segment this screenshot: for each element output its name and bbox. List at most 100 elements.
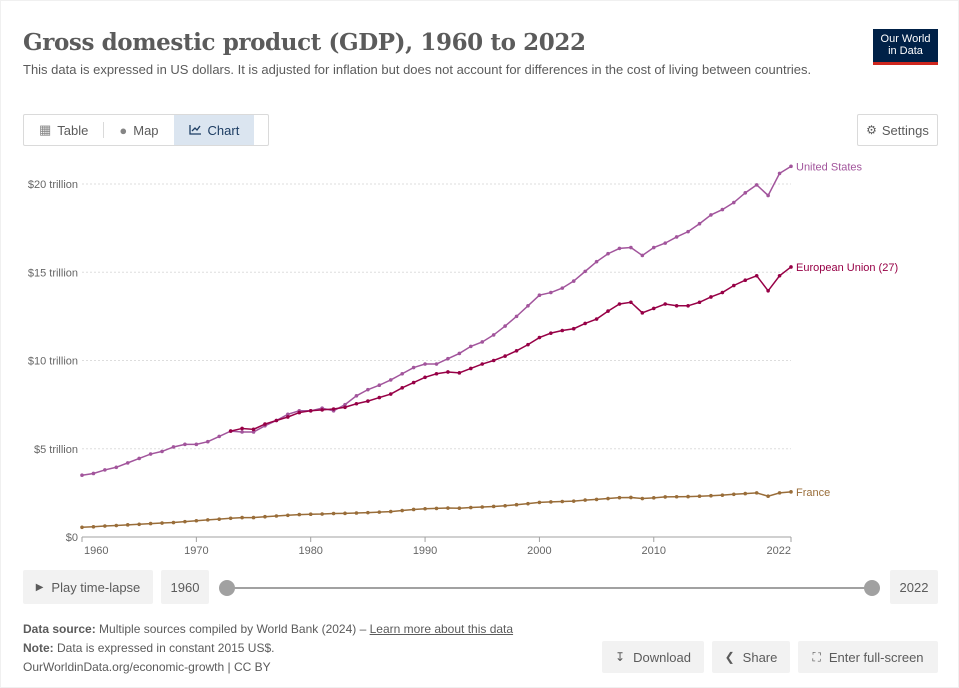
data-point-france [663, 495, 668, 499]
data-point-united-states [148, 452, 153, 456]
x-tick-label: 2010 [642, 545, 666, 557]
data-point-united-states [205, 439, 210, 444]
data-point-european-union-27 [697, 300, 702, 305]
tab-divider [103, 122, 105, 138]
data-point-france [400, 508, 404, 513]
data-point-european-union-27 [617, 302, 622, 306]
data-point-france [411, 507, 416, 512]
data-point-european-union-27 [434, 371, 439, 376]
data-point-european-union-27 [491, 358, 496, 363]
timeline-start-handle[interactable] [219, 580, 235, 596]
play-timelapse-button[interactable]: ▶ Play time-lapse [23, 570, 153, 604]
data-point-united-states [434, 362, 439, 366]
tab-chart-label: Chart [207, 122, 240, 138]
data-point-france [469, 505, 473, 510]
line-chart[interactable]: $0 $5 trillion $10 trillion $15 trillion $20… [0, 150, 959, 570]
data-point-france [125, 523, 130, 527]
tab-chart[interactable]: Chart [173, 115, 255, 145]
owid-logo[interactable]: Our World in Data [873, 29, 938, 65]
data-point-france [537, 500, 542, 505]
learn-more-link[interactable]: Learn more about this data [369, 622, 514, 636]
series-label-france[interactable]: France [796, 487, 830, 499]
data-point-france [640, 496, 645, 501]
y-tick-label: $10 trillion [28, 356, 78, 368]
series-label-united-states[interactable]: United States [796, 161, 863, 173]
data-point-united-states [777, 171, 782, 176]
data-point-united-states [240, 430, 244, 434]
timeline-track[interactable] [227, 587, 872, 589]
data-point-france [388, 509, 393, 514]
download-button[interactable]: ↧ Download [602, 641, 704, 673]
data-point-france [686, 494, 690, 499]
data-point-france [503, 503, 507, 508]
data-point-united-states [732, 200, 736, 205]
data-point-france [354, 511, 359, 515]
data-point-united-states [114, 465, 119, 470]
expand-icon: ⛶ [812, 649, 821, 664]
data-point-european-union-27 [446, 370, 450, 374]
share-button[interactable]: ❮ Share [712, 641, 790, 673]
data-point-united-states [594, 259, 599, 264]
play-label: Play time-lapse [51, 579, 141, 595]
data-point-united-states [446, 356, 450, 361]
timeline-end-year: 2022 [890, 570, 938, 604]
settings-button[interactable]: ⚙ Settings [857, 114, 938, 146]
series-line-united-states [81, 165, 792, 476]
data-point-united-states [80, 473, 84, 478]
credit-line[interactable]: OurWorldinData.org/economic-growth | CC … [23, 660, 271, 674]
y-tick-label: $0 [66, 532, 78, 544]
timeline-start-year: 1960 [161, 570, 209, 604]
data-point-france [651, 496, 656, 500]
data-point-france [205, 518, 210, 522]
data-point-european-union-27 [400, 386, 404, 390]
fullscreen-button[interactable]: ⛶ Enter full-screen [798, 641, 938, 673]
data-point-european-union-27 [732, 283, 736, 288]
data-point-france [697, 494, 702, 499]
data-point-european-union-27 [286, 415, 290, 419]
series-label-european-union-27[interactable]: European Union (27) [796, 262, 898, 274]
download-icon: ↧ [615, 650, 626, 664]
data-point-united-states [91, 471, 96, 476]
chart-note: Note: Data is expressed in constant 2015… [23, 639, 513, 658]
data-point-european-union-27 [606, 309, 610, 313]
data-point-united-states [754, 183, 759, 187]
x-tick-label: 1960 [84, 545, 108, 557]
data-point-european-union-27 [343, 405, 347, 410]
data-point-european-union-27 [297, 410, 302, 415]
y-tick-label: $15 trillion [28, 267, 78, 279]
data-point-european-union-27 [377, 395, 382, 400]
data-point-european-union-27 [388, 392, 393, 396]
x-tick-label: 1980 [298, 545, 322, 557]
data-point-united-states [103, 468, 107, 472]
data-point-united-states [286, 412, 290, 417]
data-point-united-states [423, 362, 427, 366]
data-point-european-union-27 [663, 302, 668, 306]
data-point-united-states [491, 333, 496, 337]
data-point-united-states [766, 193, 770, 198]
chart-subtitle: This data is expressed in US dollars. It… [23, 62, 812, 77]
data-point-france [308, 512, 313, 517]
data-point-european-union-27 [651, 306, 656, 311]
data-point-france [743, 491, 748, 496]
data-point-european-union-27 [251, 427, 256, 432]
data-point-united-states [651, 245, 656, 250]
data-point-united-states [709, 213, 713, 217]
table-icon: ▦ [39, 122, 52, 137]
data-point-france [457, 506, 462, 511]
data-point-european-union-27 [594, 317, 599, 321]
tab-map[interactable]: ● Map [104, 115, 173, 145]
data-point-france [251, 515, 256, 520]
note-label: Note: [23, 641, 54, 655]
data-point-european-union-27 [777, 273, 782, 278]
data-point-united-states [125, 461, 130, 465]
data-point-united-states [720, 207, 725, 212]
data-point-united-states [354, 394, 359, 398]
timeline-end-handle[interactable] [864, 580, 880, 596]
data-point-united-states [697, 221, 702, 226]
fullscreen-label: Enter full-screen [828, 649, 924, 665]
data-point-european-union-27 [754, 273, 759, 278]
data-source: Data source: Multiple sources compiled b… [23, 620, 513, 639]
data-point-france [617, 495, 622, 500]
tab-table[interactable]: ▦ Table [24, 115, 103, 145]
data-point-european-union-27 [514, 348, 519, 353]
